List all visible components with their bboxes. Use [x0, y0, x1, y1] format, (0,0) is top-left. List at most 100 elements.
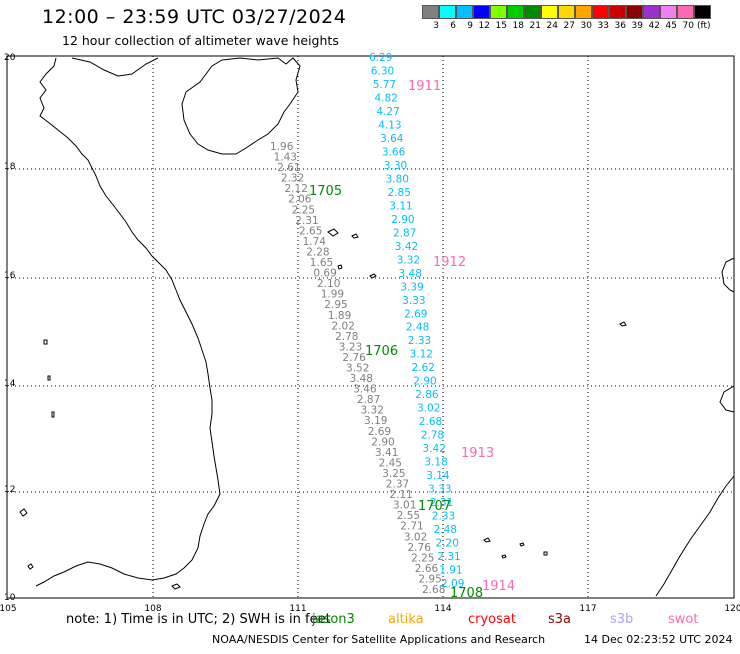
swh-value: 2.32 [281, 173, 304, 185]
legend-label: 36 [614, 21, 626, 31]
lat-tick-label: 16 [4, 271, 16, 281]
timestamp: 14 Dec 02:23:52 UTC 2024 [584, 633, 733, 646]
swh-value: 3.02 [417, 403, 440, 415]
swh-value: 3.32 [397, 254, 420, 266]
legend-swatch [541, 5, 558, 19]
swh-value: 0.69 [313, 268, 336, 280]
lat-tick-label: 20 [4, 53, 16, 63]
legend-label: 33 [597, 21, 609, 31]
swh-value: 2.65 [299, 225, 322, 237]
swh-value: 1.91 [439, 565, 462, 577]
legend-label: 30 [580, 21, 592, 31]
pass-label: 1912 [433, 255, 466, 270]
swh-value: 3.01 [393, 500, 416, 512]
legend-label: 70 [682, 21, 694, 31]
gulf-coastline [71, 57, 159, 77]
swh-value: 2.11 [389, 489, 412, 501]
legend-swatch [609, 5, 626, 19]
lon-tick-label: 120 [724, 604, 740, 614]
swh-value: 1.65 [310, 257, 333, 269]
legend-swatch [456, 5, 473, 19]
con-dao-island [171, 583, 181, 590]
swh-value: 2.90 [371, 436, 394, 448]
hainan-coastline [181, 57, 301, 155]
cambodia-coast-islands [43, 339, 55, 418]
swh-value: 2.68 [419, 416, 442, 428]
swh-value: 3.46 [353, 384, 377, 396]
swh-value: 2.12 [285, 183, 308, 195]
paracel-islands [327, 228, 377, 279]
swh-value: 3.02 [404, 531, 427, 543]
lon-tick-label: 114 [434, 604, 451, 614]
swh-value: 3.33 [402, 295, 425, 307]
swh-value: 2.87 [393, 227, 416, 239]
pass-label: 1706 [365, 344, 398, 359]
swh-value: 2.85 [388, 187, 411, 199]
legend-label: 9 [467, 21, 473, 31]
swh-value: 2.31 [295, 215, 318, 227]
swh-value: 3.48 [399, 268, 422, 280]
legend-swatch [660, 5, 677, 19]
swh-value: 2.90 [413, 376, 436, 388]
swh-value: 2.90 [391, 214, 414, 226]
legend-swatches [422, 5, 711, 19]
legend-label: 3 [433, 21, 439, 31]
reed-bank [619, 321, 627, 327]
credit-line: NOAA/NESDIS Center for Satellite Applica… [212, 633, 546, 646]
swh-value: 3.12 [410, 349, 433, 361]
swh-value: 2.25 [411, 552, 434, 564]
swh-value: 3.39 [400, 281, 423, 293]
legend-swatch [473, 5, 490, 19]
legend-swatch [694, 5, 711, 19]
swh-value: 2.62 [412, 362, 435, 374]
lon-tick-label: 108 [144, 604, 161, 614]
legend-label: 27 [563, 21, 575, 31]
legend-swatch [558, 5, 575, 19]
lat-tick-label: 18 [4, 162, 16, 172]
legend-swatch [490, 5, 507, 19]
phu-quoc-island [19, 508, 34, 570]
pass-label: 1911 [408, 79, 441, 94]
swh-value: 1.74 [303, 236, 327, 248]
swh-value: 2.95 [418, 574, 441, 586]
swh-value: 2.37 [386, 479, 409, 491]
legend-swatch [575, 5, 592, 19]
legend-swatch [677, 5, 694, 19]
legend-swatch [507, 5, 524, 19]
swh-value: 2.02 [332, 320, 355, 332]
swh-value: 2.87 [357, 394, 380, 406]
luzon-coastline [721, 257, 735, 293]
satellite-label: cryosat [468, 612, 516, 627]
swh-value: 2.20 [436, 538, 459, 550]
legend-labels: 3 6 9 12 15 18 21 24 27 30 33 36 39 42 45 70 (ft) [422, 21, 711, 31]
swh-value: 2.45 [379, 457, 402, 469]
swh-value: 4.82 [375, 93, 398, 105]
swh-value: 3.52 [346, 363, 369, 375]
swh-value: 4.27 [376, 106, 399, 118]
swh-value: 2.76 [342, 352, 366, 364]
swh-value: 3.14 [426, 470, 450, 482]
swh-value: 2.10 [317, 278, 340, 290]
legend-label: 45 [665, 21, 677, 31]
footer-note: note: 1) Time is in UTC; 2) SWH is in fe… [66, 612, 331, 627]
pass-labels: 1705 1706 1707 1708 1911 1912 1913 1914 [309, 79, 515, 601]
swh-value: 2.76 [408, 542, 432, 554]
palawan-coastline [655, 475, 735, 597]
swh-value: 3.41 [375, 447, 398, 459]
swh-value: 2.69 [368, 426, 391, 438]
swh-value: 6.30 [371, 66, 394, 78]
page-subtitle: 12 hour collection of altimeter wave hei… [62, 33, 339, 48]
swh-value: 3.18 [424, 457, 447, 469]
map-frame [6, 55, 735, 599]
swh-value: 3.19 [364, 415, 387, 427]
swh-value: 1.89 [328, 310, 351, 322]
swh-value: 2.33 [408, 335, 431, 347]
swh-value: 3.42 [423, 443, 446, 455]
swh-value: 1.43 [274, 152, 297, 164]
swh-value: 3.64 [380, 133, 404, 145]
swh-value: 2.33 [432, 511, 455, 523]
lat-tick-label: 14 [4, 379, 16, 389]
page-title: 12:00 – 23:59 UTC 03/27/2024 [42, 6, 347, 28]
legend-label: 39 [631, 21, 643, 31]
